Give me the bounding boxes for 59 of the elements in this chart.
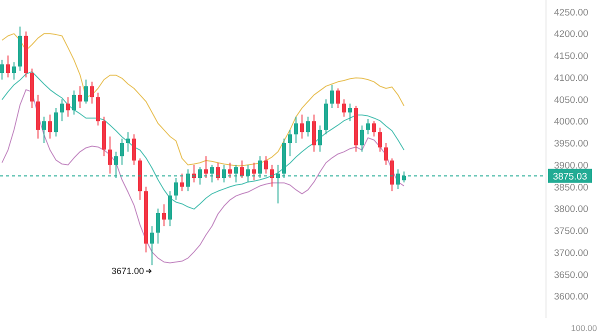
candlestick — [300, 114, 304, 140]
candlestick — [78, 86, 82, 109]
candlestick — [264, 156, 268, 174]
candlestick — [306, 116, 310, 137]
ref-line-label: 3875.03 — [552, 171, 588, 182]
y-tick-label: 4200.00 — [554, 29, 588, 40]
candlestick — [12, 62, 16, 80]
line-series — [2, 71, 404, 210]
y-tick-label: 3650.00 — [554, 270, 588, 281]
y-tick-label: 4000.00 — [554, 116, 588, 128]
candlestick — [204, 156, 208, 179]
candlestick — [228, 162, 232, 179]
candlestick — [42, 116, 46, 144]
text: 100.00 — [571, 323, 598, 333]
candlestick — [120, 138, 124, 166]
candlestick — [348, 103, 352, 122]
y-tick-label: 4100.00 — [554, 72, 588, 84]
candlestick — [156, 208, 160, 244]
candlestick — [126, 132, 130, 152]
candlestick — [66, 96, 70, 118]
candlestick — [372, 120, 376, 137]
line-series — [2, 89, 404, 264]
y-tick-label: 3800.00 — [554, 204, 588, 216]
candlestick — [294, 116, 298, 144]
candlestick — [330, 84, 334, 109]
y-tick-label: 4050.00 — [554, 94, 588, 106]
candlestick — [378, 127, 382, 152]
y-tick-label: 3950.00 — [554, 138, 588, 150]
candlestick — [360, 125, 364, 152]
candlestick — [162, 204, 166, 227]
candlestick — [240, 160, 244, 179]
candlestick — [252, 162, 256, 181]
candlestick — [84, 79, 88, 104]
candlestick — [216, 162, 220, 181]
candlestick — [60, 98, 64, 122]
candlestick — [132, 134, 136, 166]
y-tick-label: 3600.00 — [554, 292, 588, 303]
y-tick-label: 4150.00 — [554, 51, 588, 62]
y-tick-label: 3700.00 — [554, 248, 588, 259]
y-tick-label: 3750.00 — [554, 226, 588, 238]
y-tick-label: 4250.00 — [554, 7, 588, 18]
annotation: 3671.00 — [111, 266, 144, 276]
candlestick — [72, 90, 76, 116]
candlestick — [54, 108, 58, 137]
candlestick — [318, 125, 322, 152]
y-tick-label: 3900.00 — [554, 160, 588, 172]
candlestick — [0, 59, 4, 80]
candlestick — [90, 81, 94, 104]
candlestick — [384, 142, 388, 166]
y-tick-label: 3850.00 — [554, 182, 588, 194]
candlestick — [288, 129, 292, 157]
candlestick — [180, 173, 184, 192]
candlestick — [48, 114, 52, 140]
candlestick — [6, 55, 10, 78]
candlestick — [336, 88, 340, 109]
candlestick — [150, 226, 154, 266]
candlestick — [108, 136, 112, 174]
candlestick — [342, 98, 346, 118]
candlestick — [366, 118, 370, 135]
